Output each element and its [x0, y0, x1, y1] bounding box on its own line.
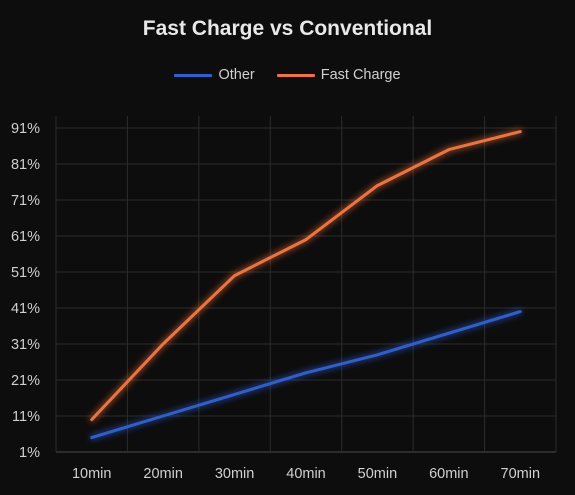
x-tick-label: 70min [501, 466, 541, 482]
legend-swatch-fast-charge [276, 73, 315, 77]
legend-item-other: Other [174, 67, 255, 83]
y-tick-label: 41% [11, 301, 40, 317]
y-tick-label: 71% [11, 193, 40, 209]
series-line-fast-charge [90, 130, 522, 422]
legend-swatch-other [174, 73, 213, 77]
legend-label-fast-charge: Fast Charge [320, 67, 401, 83]
y-tick-label: 11% [12, 409, 40, 425]
y-tick-label: 1% [19, 445, 40, 461]
y-tick-label: 91% [11, 121, 40, 137]
legend: Other Fast Charge [0, 67, 575, 83]
x-tick-label: 10min [72, 466, 112, 482]
x-tick-label: 40min [286, 466, 326, 482]
x-tick-label: 60min [429, 466, 469, 482]
legend-item-fast-charge: Fast Charge [276, 67, 401, 83]
series-line-other [90, 310, 522, 440]
y-tick-label: 81% [11, 157, 40, 173]
x-tick-label: 30min [215, 466, 255, 482]
series-lines [90, 130, 522, 440]
grid [55, 116, 557, 453]
legend-label-other: Other [218, 67, 255, 83]
y-tick-label: 61% [11, 229, 40, 245]
y-tick-label: 21% [11, 373, 40, 389]
y-tick-label: 51% [11, 265, 40, 281]
x-tick-label: 50min [358, 466, 398, 482]
axis-tick-labels: 1% 11% 21% 31% 41% 51% 61% 71% 81% 91% 10min 20min 3… [11, 121, 540, 482]
x-tick-label: 20min [143, 466, 183, 482]
chart-title: Fast Charge vs Conventional [142, 17, 433, 40]
y-tick-label: 31% [11, 337, 40, 353]
